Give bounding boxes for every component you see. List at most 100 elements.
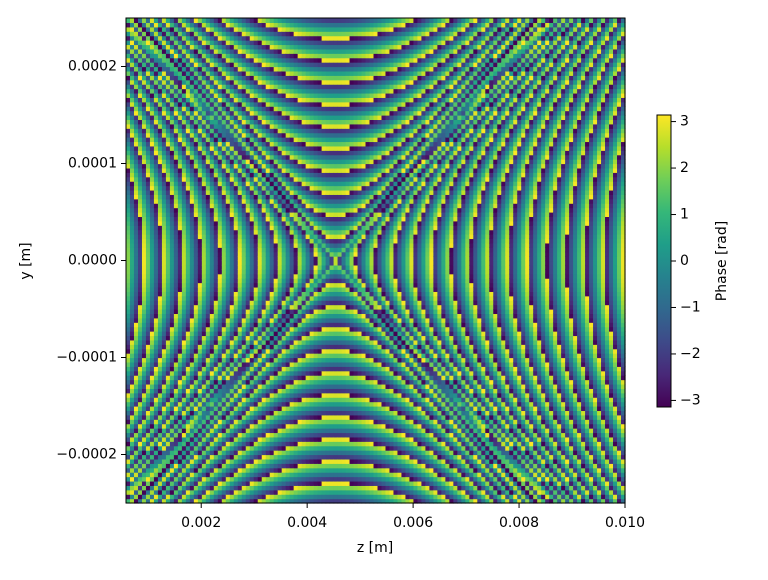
cell — [205, 256, 211, 262]
cell — [293, 397, 299, 403]
cell — [293, 419, 299, 425]
cell — [237, 401, 243, 407]
cell — [261, 485, 267, 491]
cell — [237, 84, 243, 90]
cell — [217, 31, 223, 37]
cell — [237, 212, 243, 218]
cell — [265, 242, 271, 248]
cell — [197, 247, 203, 253]
cell — [129, 357, 135, 363]
cell — [173, 62, 179, 68]
cell — [265, 291, 271, 297]
cell — [233, 225, 239, 231]
cell — [185, 137, 191, 143]
cell — [253, 79, 259, 85]
cell — [249, 445, 255, 451]
cell — [161, 383, 167, 389]
cell — [129, 66, 135, 72]
cell — [153, 269, 159, 275]
cell — [157, 450, 163, 456]
cell — [137, 18, 143, 24]
cell — [237, 88, 243, 94]
cell — [285, 273, 291, 279]
cell — [269, 494, 275, 500]
cell — [229, 172, 235, 178]
cell — [245, 181, 251, 187]
cell — [185, 216, 191, 222]
cell — [165, 436, 171, 442]
cell — [253, 75, 259, 81]
cell — [217, 251, 223, 257]
cell — [301, 322, 307, 328]
cell — [297, 304, 303, 310]
cell — [177, 154, 183, 160]
cell — [249, 264, 255, 270]
cell — [257, 154, 263, 160]
cell — [273, 397, 279, 403]
cell — [145, 278, 151, 284]
cell — [189, 485, 195, 491]
cell — [173, 225, 179, 231]
cell — [177, 282, 183, 288]
cell — [257, 370, 263, 376]
cell — [249, 375, 255, 381]
cell — [297, 106, 303, 112]
cell — [257, 159, 263, 165]
cell — [217, 480, 223, 486]
cell — [157, 331, 163, 337]
cell — [209, 123, 215, 129]
cell — [213, 62, 219, 68]
cell — [165, 489, 171, 495]
cell — [289, 251, 295, 257]
cell — [165, 344, 171, 350]
cell — [181, 26, 187, 32]
cell — [269, 489, 275, 495]
cell — [253, 401, 259, 407]
cell — [165, 84, 171, 90]
cell — [277, 238, 283, 244]
cell — [273, 489, 279, 495]
cell — [221, 229, 227, 235]
cell — [277, 450, 283, 456]
cell — [297, 472, 303, 478]
cell — [265, 485, 271, 491]
cell — [257, 313, 263, 319]
cell — [221, 238, 227, 244]
cell — [257, 66, 263, 72]
cell — [253, 264, 259, 270]
cell — [277, 260, 283, 266]
cell — [301, 406, 307, 412]
cell — [277, 361, 283, 367]
cell — [241, 313, 247, 319]
cell — [265, 286, 271, 292]
cell — [289, 326, 295, 332]
cell — [157, 84, 163, 90]
cell — [209, 66, 215, 72]
cell — [249, 357, 255, 363]
cell — [229, 251, 235, 257]
cell — [153, 428, 159, 434]
cell — [233, 256, 239, 262]
cell — [201, 181, 207, 187]
cell — [225, 79, 231, 85]
cell — [273, 441, 279, 447]
cell — [165, 397, 171, 403]
cell — [137, 339, 143, 345]
cell — [201, 335, 207, 341]
cell — [137, 370, 143, 376]
cell — [181, 489, 187, 495]
cell — [126, 436, 131, 442]
cell — [149, 238, 155, 244]
cell — [193, 304, 199, 310]
cell — [229, 454, 235, 460]
cell — [265, 467, 271, 473]
cell — [173, 97, 179, 103]
cell — [205, 494, 211, 500]
cell — [209, 79, 215, 85]
cell — [165, 353, 171, 359]
cell — [221, 454, 227, 460]
cell — [185, 75, 191, 81]
cell — [273, 88, 279, 94]
cell — [269, 397, 275, 403]
cell — [145, 198, 151, 204]
